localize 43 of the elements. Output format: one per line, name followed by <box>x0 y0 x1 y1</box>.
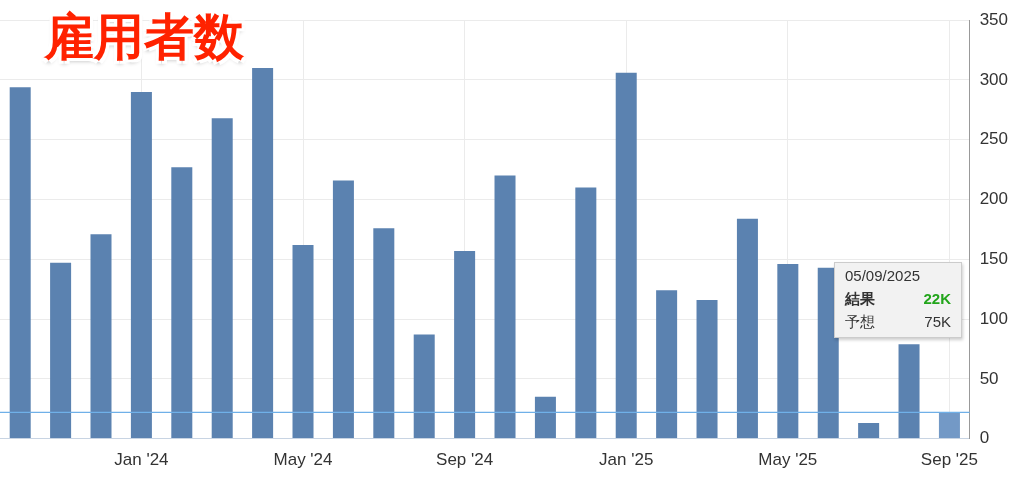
bar <box>938 412 960 439</box>
annotation: 22K <box>923 290 951 307</box>
bar <box>696 299 718 439</box>
bar <box>130 91 152 439</box>
bar <box>494 175 516 439</box>
annotation: 75K <box>924 313 951 330</box>
bar <box>211 118 233 439</box>
bar <box>736 218 758 439</box>
y-tick-label: 200 <box>979 189 1009 209</box>
y-tick-label: 300 <box>979 69 1009 89</box>
annotation: 05/09/2025 <box>845 267 921 284</box>
bar <box>373 228 395 439</box>
x-tick-label: Jan '24 <box>114 450 169 470</box>
bar <box>413 334 435 439</box>
bar <box>656 290 678 439</box>
x-tick-label: Sep '25 <box>920 450 979 470</box>
bar <box>777 264 799 439</box>
bar <box>534 396 556 439</box>
annotation: 予想 <box>845 313 875 332</box>
y-tick-label: 100 <box>979 308 1009 328</box>
bar <box>90 234 112 439</box>
bar <box>332 180 354 439</box>
bar <box>171 167 193 439</box>
bar <box>252 68 274 439</box>
bar <box>898 344 920 439</box>
bar <box>50 262 72 439</box>
y-tick-label: 250 <box>979 129 1009 149</box>
x-tick-label: May '24 <box>273 450 333 470</box>
bar <box>575 187 597 439</box>
x-tick-label: Sep '24 <box>436 450 494 470</box>
x-tick-label: May '25 <box>758 450 818 470</box>
y-tick-label: 150 <box>979 248 1009 268</box>
chart-title: 雇用者数 <box>44 7 244 68</box>
bar <box>292 244 314 439</box>
bar <box>9 87 31 439</box>
bar <box>454 250 476 439</box>
annotation: 結果 <box>845 290 875 309</box>
y-tick-label: 50 <box>979 368 999 388</box>
x-tick-label: Jan '25 <box>599 450 654 470</box>
bar <box>615 72 637 439</box>
y-tick-label: 0 <box>979 428 990 448</box>
bar <box>858 423 880 439</box>
y-tick-label: 350 <box>979 9 1009 29</box>
